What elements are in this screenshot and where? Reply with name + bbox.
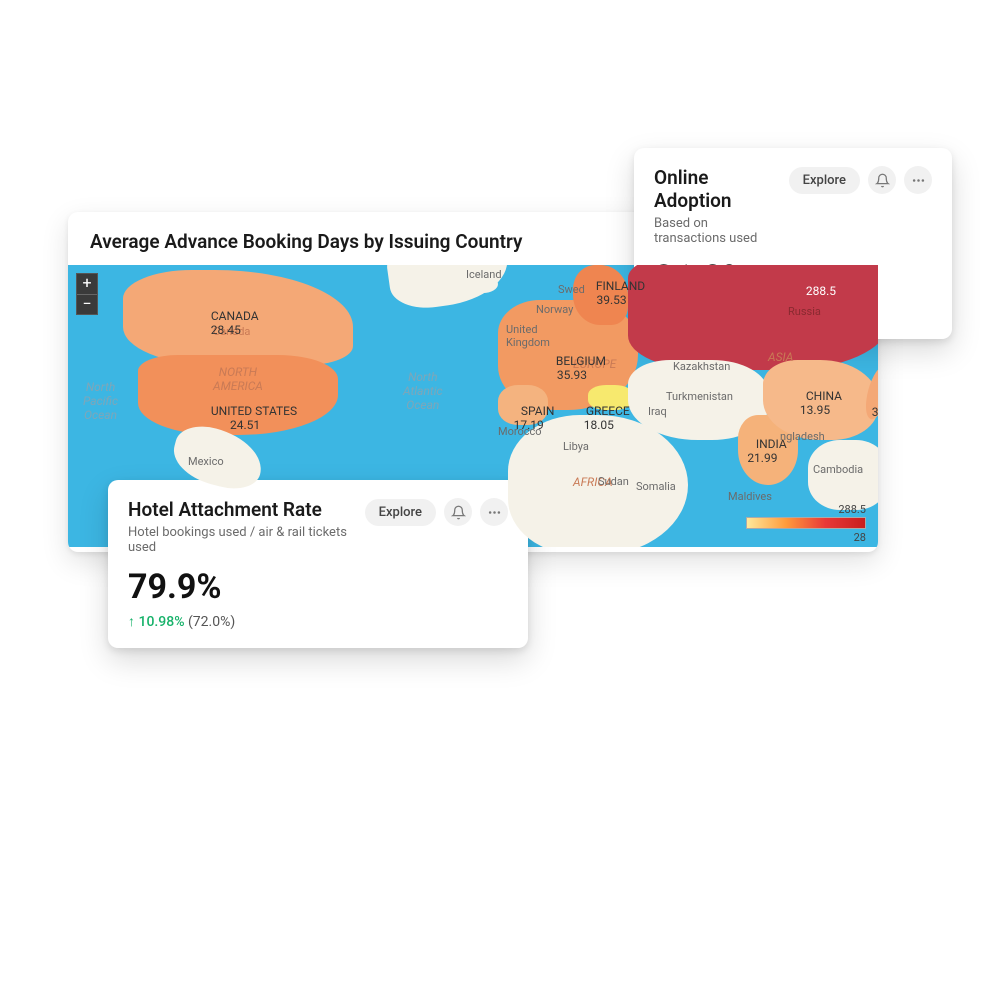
label-iceland: Iceland [466,268,502,281]
label-sudan: Sudan [598,475,629,488]
label-maldives: Maldives [728,490,772,503]
region-north-america: NORTH AMERICA [213,365,263,393]
land-russia [628,265,878,370]
label-somalia: Somalia [636,480,676,493]
val-canada: CANADA28.45 [193,295,259,351]
val-russia: 288.5 [788,270,836,312]
val-greece: GREECE18.05 [568,390,630,446]
more-icon[interactable] [904,166,932,194]
ocean-atlantic-label: North Atlantic Ocean [403,370,443,412]
explore-button[interactable]: Explore [789,167,860,194]
val-japan: JAPA31.5 [860,377,878,433]
map-legend: 288.5 28 [746,517,866,529]
label-turkmenistan: Turkmenistan [666,390,733,403]
val-belgium: BELGIUM35.93 [538,340,606,396]
zoom-out-button[interactable]: − [77,294,97,314]
kpi-hotel-title: Hotel Attachment Rate [128,498,355,521]
map-zoom-controls: + − [76,273,98,315]
val-spain: SPAIN17.19 [503,390,554,446]
label-kazakhstan: Kazakhstan [673,360,730,373]
val-india: INDIA21.99 [738,423,787,479]
label-mexico: Mexico [188,455,224,468]
val-finland: FINLAND39.53 [578,265,645,321]
more-icon[interactable] [480,498,508,526]
kpi-hotel-attachment-card: Hotel Attachment Rate Hotel bookings use… [108,480,528,648]
ocean-pacific-label: North Pacific Ocean [83,380,118,422]
explore-button[interactable]: Explore [365,499,436,526]
val-china: CHINA13.95 [788,375,842,431]
zoom-in-button[interactable]: + [77,274,97,294]
kpi-hotel-delta: ↑ 10.98% (72.0%) [128,613,508,630]
bell-icon[interactable] [868,166,896,194]
legend-gradient [746,517,866,529]
kpi-online-title: Online Adoption [654,166,779,212]
kpi-hotel-value: 79.9% [128,567,508,607]
legend-max: 288.5 [838,503,866,516]
region-asia: ASIA [768,350,793,364]
bell-icon[interactable] [444,498,472,526]
label-cambodia: Cambodia [813,463,863,476]
kpi-online-subtitle: Based on transactions used [654,216,779,246]
kpi-hotel-subtitle: Hotel bookings used / air & rail tickets… [128,525,355,555]
label-norway: Norway [536,303,573,316]
legend-min: 28 [854,531,866,544]
val-usa: UNITED STATES24.51 [193,390,297,446]
label-iraq: Iraq [648,405,667,418]
